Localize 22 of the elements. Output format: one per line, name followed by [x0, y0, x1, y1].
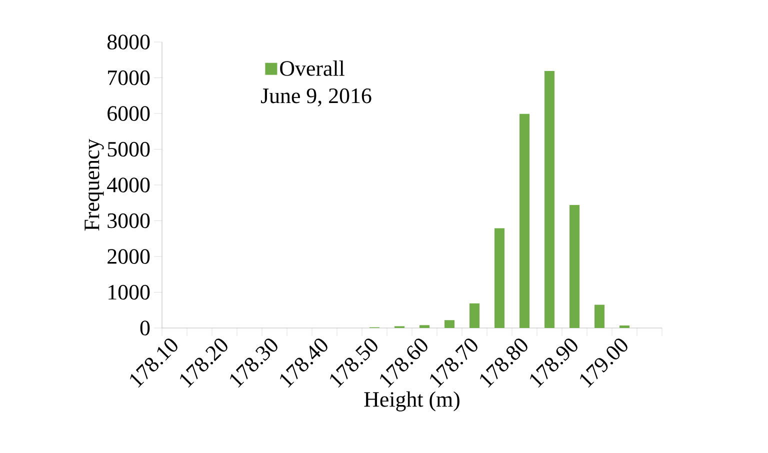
bar: [420, 325, 430, 328]
legend-label: Overall: [280, 60, 344, 76]
x-axis-title: Height (m): [364, 391, 460, 412]
y-tick-label: 5000: [108, 142, 150, 157]
y-tick-label: 4000: [107, 178, 150, 192]
y-tick-label: 1000: [108, 284, 150, 300]
bar: [594, 304, 605, 328]
y-tick-label: 2000: [108, 249, 150, 264]
y-tick-label: 8000: [107, 34, 150, 50]
y-tick-label: 7000: [108, 70, 150, 86]
y-tick-label: 0: [140, 320, 150, 336]
annotation: June 9, 2016: [260, 88, 372, 106]
bar: [520, 114, 530, 328]
bar: [570, 205, 580, 328]
bar: [620, 325, 630, 328]
y-tick-label: 3000: [108, 213, 150, 228]
bar: [470, 303, 480, 328]
bar: [544, 70, 555, 328]
bar: [444, 320, 455, 328]
y-axis-title: Frequency: [84, 138, 104, 231]
y-tick-label: 6000: [108, 106, 150, 121]
bar: [494, 228, 505, 328]
